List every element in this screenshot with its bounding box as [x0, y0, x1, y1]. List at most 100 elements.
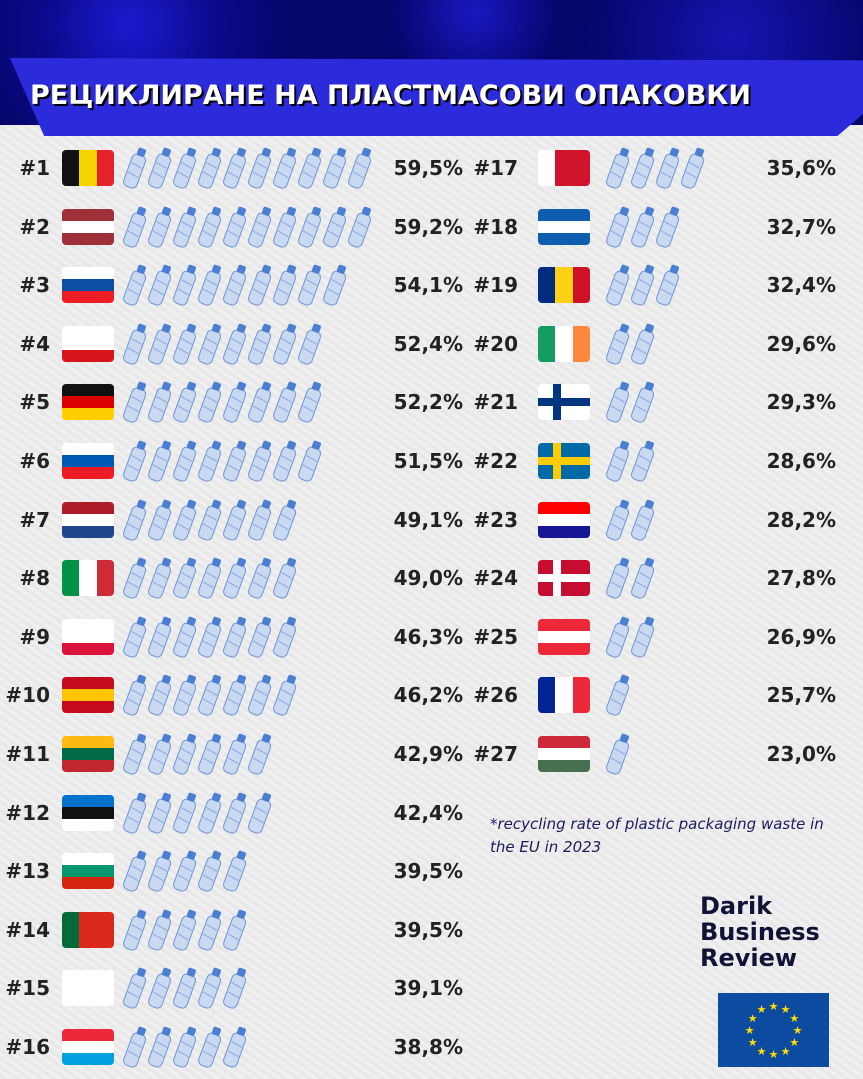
rank-label: #1 — [19, 156, 50, 180]
bottle-icon — [656, 147, 680, 189]
bottle-icon — [198, 675, 222, 716]
bottle-icon — [223, 499, 247, 541]
chart-row: #23 28,2% — [470, 499, 836, 541]
flag-luxembourg-icon — [62, 1029, 114, 1065]
rank-label: #22 — [473, 449, 518, 473]
rank-label: #24 — [473, 566, 518, 591]
bottle-icon — [173, 323, 197, 365]
rank-label: #6 — [19, 449, 50, 473]
star-icon: ★ — [769, 1000, 779, 1013]
bottle-bar — [122, 554, 297, 600]
value-label: 39,1% — [393, 976, 463, 1001]
bottle-icon — [198, 440, 222, 482]
bottle-icon — [173, 147, 197, 189]
bottle-icon — [198, 792, 222, 834]
value-label: 49,0% — [393, 566, 463, 591]
bottle-icon — [148, 968, 172, 1009]
bottle-icon — [631, 557, 655, 599]
chart-row: #19 32,4% — [470, 264, 836, 306]
bottle-bar — [605, 320, 655, 366]
chart-row: #12 42,4% — [0, 792, 463, 834]
chart-title: РЕЦИКЛИРАНЕ НА ПЛАСТМАСОВИ ОПАКОВКИ — [30, 80, 751, 111]
bottle-icon — [123, 323, 147, 365]
bottle-icon — [123, 850, 147, 892]
flag-poland-icon — [62, 618, 114, 655]
bottle-bar — [122, 613, 297, 659]
value-label: 29,3% — [766, 390, 836, 415]
chart-row: #9 46,3% — [0, 616, 463, 658]
bottle-icon — [298, 147, 322, 189]
logo-line: Review — [700, 944, 798, 972]
value-label: 42,4% — [393, 800, 463, 825]
bottle-icon — [173, 850, 197, 892]
bottle-icon — [273, 557, 297, 599]
bottle-icon — [248, 675, 272, 716]
bottle-icon — [148, 792, 172, 834]
bottle-icon — [223, 792, 247, 834]
bottle-icon — [123, 733, 147, 775]
chart-row: #25 26,9% — [470, 616, 836, 658]
bottle-bar — [605, 203, 680, 249]
bottle-icon — [631, 264, 655, 306]
bottle-icon — [631, 147, 655, 189]
bottle-icon — [223, 1026, 247, 1068]
bottle-icon — [173, 499, 197, 541]
bottle-icon — [248, 147, 272, 189]
flag-croatia-icon — [538, 501, 590, 538]
bottle-icon — [123, 909, 147, 951]
bottle-icon — [223, 616, 247, 658]
bottle-bar — [605, 437, 655, 483]
eu-flag-icon: ★ ★ ★ ★ ★ ★ ★ ★ ★ ★ ★ ★ — [718, 993, 829, 1067]
value-label: 39,5% — [393, 859, 463, 884]
bottle-icon — [173, 557, 197, 599]
value-label: 35,6% — [766, 156, 836, 180]
flag-italy-icon — [62, 560, 114, 597]
chart-row: #8 49,0% — [0, 557, 463, 599]
bottle-icon — [223, 675, 247, 716]
chart-row: #1 59,5% — [0, 147, 463, 189]
chart-row: #16 38,8% — [0, 1026, 463, 1068]
bottle-icon — [123, 264, 147, 306]
flag-sweden-icon — [538, 443, 590, 479]
value-label: 46,2% — [393, 683, 463, 708]
chart-row: #17 35,6% — [470, 147, 836, 189]
bottle-icon — [148, 382, 172, 423]
bottle-icon — [223, 382, 247, 423]
value-label: 54,1% — [393, 273, 463, 298]
bottle-icon — [148, 909, 172, 951]
footnote: *recycling rate of plastic packaging was… — [490, 815, 824, 856]
rank-label: #26 — [473, 683, 518, 708]
bottle-icon — [223, 733, 247, 775]
bottle-icon — [681, 147, 705, 189]
rank-label: #13 — [5, 859, 50, 884]
bottle-icon — [123, 499, 147, 541]
bottle-icon — [606, 499, 630, 541]
bottle-icon — [148, 147, 172, 189]
flag-romania-icon — [538, 267, 590, 304]
flag-malta-icon — [538, 150, 590, 186]
flag-bulgaria-icon — [62, 853, 114, 890]
bottle-icon — [606, 323, 630, 365]
bottle-bar — [605, 671, 630, 717]
bottle-icon — [148, 675, 172, 716]
flag-germany-icon — [62, 384, 114, 421]
bottle-icon — [223, 147, 247, 189]
bottle-icon — [123, 675, 147, 716]
rank-label: #18 — [473, 214, 518, 239]
bottle-icon — [606, 382, 630, 423]
chart-row: #4 52,4% — [0, 323, 463, 365]
value-label: 32,4% — [766, 273, 836, 298]
bottle-icon — [631, 323, 655, 365]
bottle-icon — [148, 557, 172, 599]
flag-netherlands-icon — [62, 501, 114, 538]
bottle-bar — [605, 554, 655, 600]
bottle-icon — [273, 440, 297, 482]
bottle-icon — [248, 616, 272, 658]
bottle-icon — [198, 499, 222, 541]
star-icon: ★ — [757, 1003, 767, 1016]
star-icon: ★ — [781, 1003, 791, 1016]
bottle-icon — [273, 499, 297, 541]
bottle-icon — [223, 850, 247, 892]
flag-greece-icon — [538, 208, 590, 245]
bottle-bar — [605, 144, 705, 190]
